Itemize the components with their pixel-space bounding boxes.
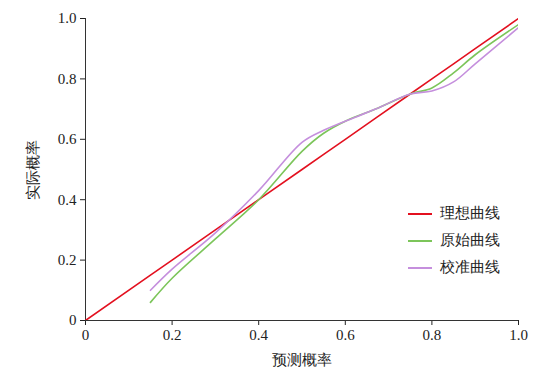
svg-text:实际概率: 实际概率	[25, 140, 41, 200]
svg-text:1.0: 1.0	[58, 10, 77, 26]
svg-text:0.4: 0.4	[249, 327, 268, 343]
svg-text:0.6: 0.6	[58, 131, 77, 147]
html-text:理想曲线: 理想曲线	[440, 205, 500, 221]
svg-text:预测概率: 预测概率	[272, 352, 332, 368]
svg-text:0: 0	[69, 312, 77, 328]
svg-text:1.0: 1.0	[509, 327, 528, 343]
svg-text:0.6: 0.6	[336, 327, 355, 343]
svg-text:0.4: 0.4	[58, 192, 77, 208]
html-text:校准曲线: 校准曲线	[440, 259, 500, 275]
svg-text:0.8: 0.8	[423, 327, 442, 343]
svg-text:0.2: 0.2	[58, 252, 77, 268]
svg-text:0.8: 0.8	[58, 71, 77, 87]
svg-text:0: 0	[82, 327, 90, 343]
svg-text:0.2: 0.2	[163, 327, 182, 343]
html-text:原始曲线: 原始曲线	[440, 232, 500, 248]
